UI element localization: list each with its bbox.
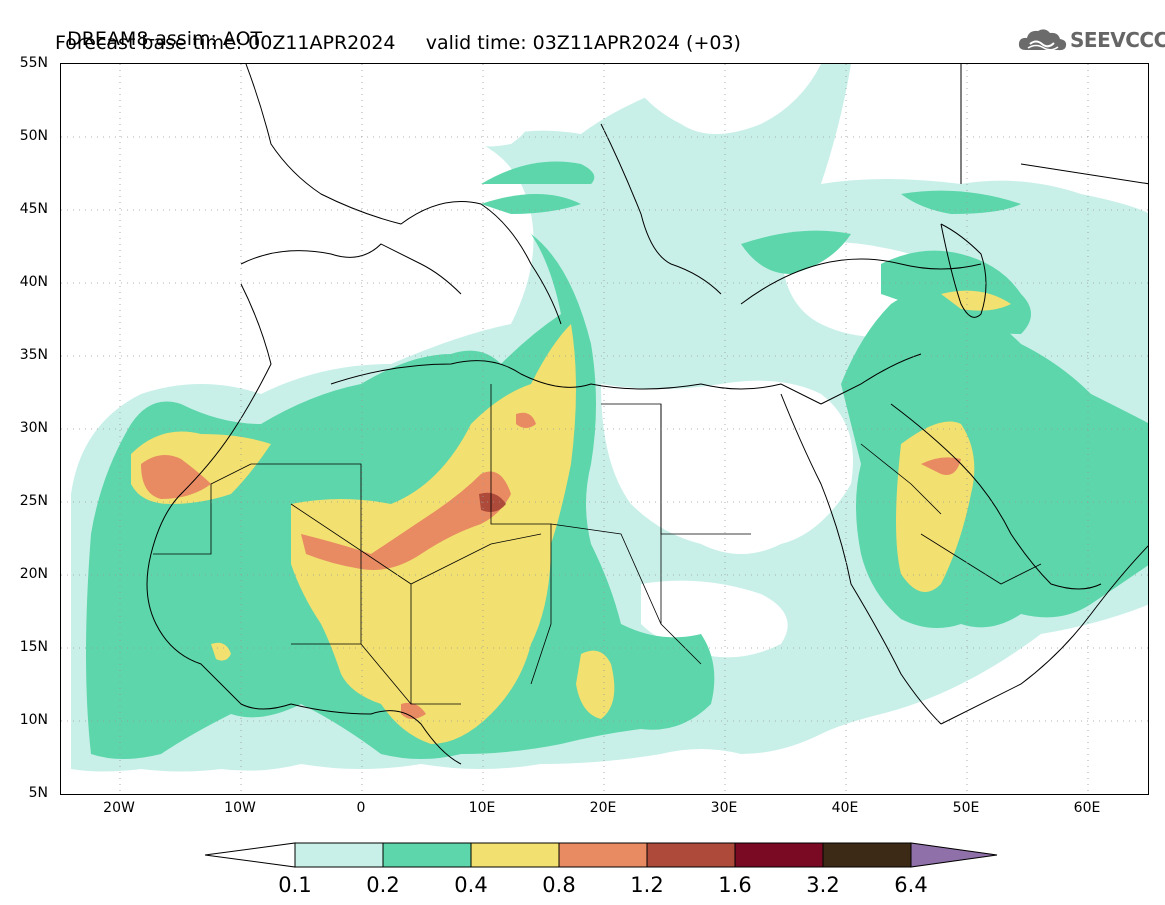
colorbar-over-arrow [910, 842, 998, 868]
lat-label-45n: 45N [19, 201, 48, 217]
seevccc-logo: SEEVCCC [1016, 24, 1165, 56]
lon-label-50e: 50E [952, 800, 980, 816]
aot-level-0-8 [141, 412, 961, 719]
colorbar-label-1-2: 1.2 [630, 873, 664, 897]
aot-map [61, 64, 1148, 794]
colorbar-label-0-1: 0.1 [278, 873, 312, 897]
colorbar-swatch-0-1 [294, 842, 384, 868]
aot-level-1-2 [479, 492, 506, 512]
colorbar-swatch-0-4 [470, 842, 560, 868]
colorbar-label-0-4: 0.4 [454, 873, 488, 897]
lon-label-10e: 10E [468, 800, 496, 816]
colorbar-label-3-2: 3.2 [806, 873, 840, 897]
colorbar-swatch-0-2 [382, 842, 472, 868]
colorbar [205, 842, 998, 868]
lat-label-30n: 30N [19, 420, 48, 436]
cloud-logo-icon [1018, 29, 1067, 51]
lat-label-25n: 25N [19, 493, 48, 509]
lat-label-55n: 55N [19, 55, 48, 71]
country-borders [153, 384, 1042, 705]
lat-label-5n: 5N [28, 785, 48, 801]
subtitle-line: Forecast base time: 00Z11APR2024 valid t… [55, 32, 741, 54]
colorbar-swatch-1-2 [646, 842, 736, 868]
lat-label-50n: 50N [19, 128, 48, 144]
lat-label-10n: 10N [19, 712, 48, 728]
colorbar-swatch-1-6 [734, 842, 824, 868]
lon-label-30e: 30E [710, 800, 738, 816]
lon-label-10w: 10W [224, 800, 256, 816]
colorbar-label-6-4: 6.4 [894, 873, 928, 897]
colorbar-label-1-6: 1.6 [718, 873, 752, 897]
lat-label-35n: 35N [19, 347, 48, 363]
lon-label-60e: 60E [1073, 800, 1101, 816]
lon-label-0: 0 [356, 800, 366, 816]
lon-label-20e: 20E [589, 800, 617, 816]
coastlines [146, 64, 1148, 765]
map-area [60, 63, 1149, 795]
lon-label-20w: 20W [103, 800, 135, 816]
colorbar-label-0-2: 0.2 [366, 873, 400, 897]
title-line: DREAM8-assim: AOT [55, 6, 262, 50]
lat-label-20n: 20N [19, 566, 48, 582]
map-title: DREAM8-assim: AOT [67, 28, 263, 50]
colorbar-label-0-8: 0.8 [542, 873, 576, 897]
lat-label-40n: 40N [19, 274, 48, 290]
colorbar-swatch-0-8 [558, 842, 648, 868]
lon-label-40e: 40E [831, 800, 859, 816]
lat-label-15n: 15N [19, 639, 48, 655]
colorbar-under-arrow [205, 842, 296, 868]
colorbar-swatch-3-2 [822, 842, 912, 868]
map-grid [61, 64, 1148, 794]
valid-time: valid time: 03Z11APR2024 (+03) [425, 32, 741, 54]
forecast-base-time: Forecast base time: 00Z11APR2024 [55, 32, 396, 54]
logo-text: SEEVCCC [1070, 28, 1165, 52]
